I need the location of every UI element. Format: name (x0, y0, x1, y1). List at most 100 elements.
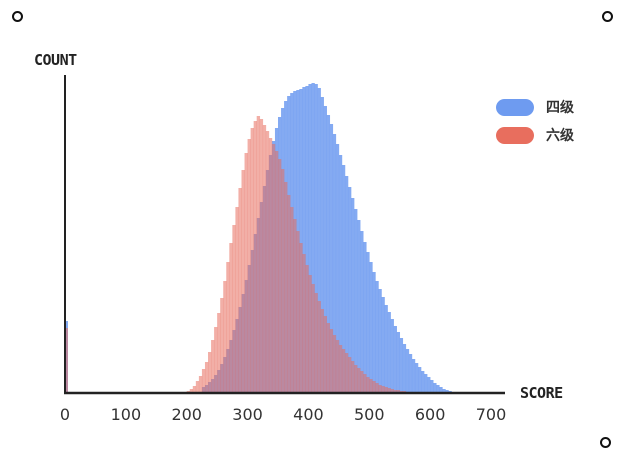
histogram-bar (326, 115, 331, 393)
histogram-bar (268, 138, 273, 393)
histogram-bar (220, 298, 224, 393)
histogram-bar (393, 390, 397, 393)
histogram-bar (305, 86, 309, 393)
histogram-bar (323, 316, 327, 393)
histogram-bar (411, 359, 416, 393)
histogram-bar (421, 371, 425, 393)
histogram-bar (317, 88, 321, 393)
histogram-bar (195, 381, 200, 393)
x-axis-title: SCORE (520, 384, 563, 402)
histogram-bar (211, 340, 215, 393)
corner-ring-icon (12, 11, 23, 22)
histogram-bar (354, 209, 358, 393)
histogram-bar (335, 144, 340, 393)
histogram-bar (232, 225, 236, 393)
histogram-bar (369, 262, 373, 393)
histogram-bar (214, 327, 218, 393)
histogram-bar (290, 207, 294, 393)
histogram-bar (372, 381, 376, 393)
histogram-bar (271, 144, 276, 393)
legend-swatch-siji (496, 98, 534, 116)
histogram-bar (296, 231, 300, 393)
legend-item-liuji: 六级 (496, 126, 574, 144)
histogram-bar (366, 377, 370, 393)
histogram-bar (360, 371, 364, 393)
histogram-bar (357, 368, 361, 393)
histogram-bar (308, 275, 312, 393)
histogram-bar (320, 97, 324, 393)
legend-label-siji: 四级 (546, 100, 574, 116)
histogram-bar (198, 376, 203, 393)
histogram-bar (238, 188, 242, 393)
histogram-bar (381, 386, 385, 393)
histogram-bar (311, 83, 315, 393)
histogram-bar (314, 84, 318, 393)
histogram-bar (341, 349, 346, 393)
histogram-bar (378, 289, 382, 393)
histogram-bar (439, 387, 443, 393)
x-tick-label: 0 (60, 405, 70, 424)
histogram-bar (378, 385, 382, 393)
histogram-bar (262, 125, 267, 393)
histogram-bar (204, 362, 209, 393)
histogram-bar (189, 389, 194, 393)
histogram-bar (363, 374, 367, 393)
histogram-bar (308, 84, 312, 393)
histogram-bar (405, 349, 410, 393)
histogram-bar (320, 309, 324, 393)
histogram-bar (311, 284, 315, 393)
histogram-bar (408, 354, 413, 393)
histogram-bar (305, 265, 309, 393)
histogram-bar (384, 387, 388, 393)
histogram-bar (390, 389, 394, 393)
histogram-bar (329, 124, 334, 393)
histogram-bar (241, 170, 245, 393)
series-liuji-bars (65, 116, 416, 393)
histogram-bar (247, 139, 251, 393)
histogram-bar (369, 379, 373, 393)
x-tick-label: 500 (354, 405, 385, 424)
histogram-bar (384, 305, 388, 393)
histogram-bar (387, 312, 391, 393)
corner-ring-icon (602, 11, 613, 22)
histogram-bar (445, 390, 449, 393)
histogram-bar (347, 357, 352, 393)
x-tick-label: 200 (171, 405, 202, 424)
histogram-bar (344, 353, 349, 393)
histogram-bar (284, 182, 288, 393)
histogram-bar (201, 369, 206, 393)
x-tick-label: 600 (415, 405, 446, 424)
histogram-bar (217, 313, 221, 393)
x-tick-label: 300 (232, 405, 263, 424)
histogram-bar (351, 361, 355, 393)
histogram-bar (335, 340, 340, 393)
histogram-bar (287, 195, 291, 393)
histogram-bar (433, 383, 437, 393)
histogram-bar (229, 243, 233, 393)
histogram-bar (396, 390, 401, 393)
histogram-bar (65, 328, 68, 393)
x-tick-labels: 0 100 200 300 400 500 600 700 (60, 405, 506, 424)
histogram-bar (299, 243, 303, 393)
histogram-bar (402, 344, 407, 393)
histogram-bar (396, 332, 401, 393)
legend-swatch-liuji (496, 126, 534, 144)
histogram-bar (372, 272, 376, 393)
histogram-bar (366, 252, 370, 393)
histogram-bar (208, 352, 212, 393)
histogram-bar (314, 293, 318, 393)
legend-label-liuji: 六级 (546, 128, 574, 144)
histogram-bar (244, 153, 248, 393)
histogram-bar (278, 159, 282, 393)
histogram-bar (281, 169, 285, 393)
histogram-bar (357, 220, 361, 393)
histogram-bar (223, 281, 227, 393)
corner-ring-icon (600, 437, 611, 448)
histogram-bar (442, 389, 446, 393)
histogram-bar (360, 231, 364, 393)
histogram-bar (381, 297, 385, 393)
histogram-bar (387, 388, 391, 393)
histogram-bar (399, 338, 404, 393)
histogram-bar (192, 386, 197, 393)
